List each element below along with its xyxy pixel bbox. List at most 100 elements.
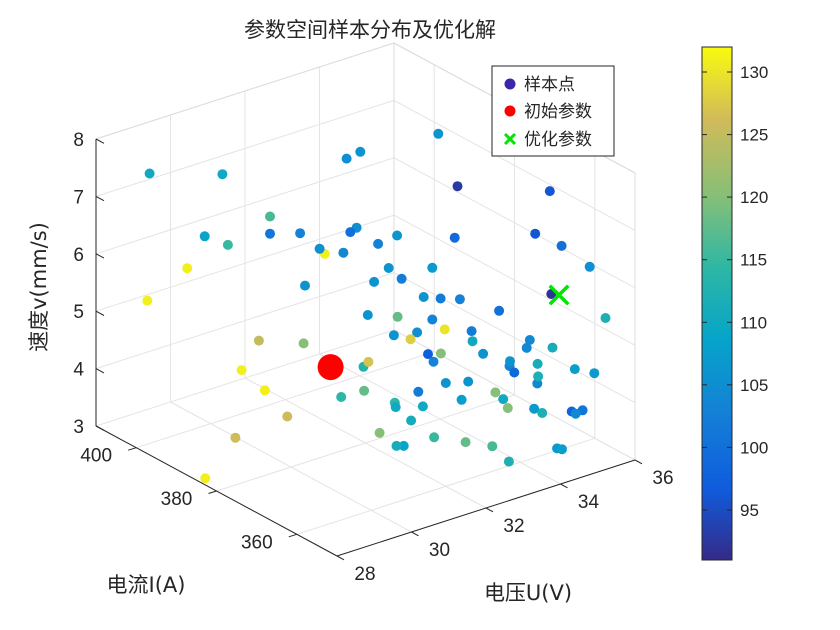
x-tick-mark xyxy=(336,555,345,561)
sample-point xyxy=(200,473,211,484)
sample-point xyxy=(547,342,558,353)
sample-point xyxy=(222,239,233,250)
sample-point xyxy=(236,365,247,376)
sample-point xyxy=(435,293,446,304)
legend-initial-label: 初始参数 xyxy=(524,102,592,122)
z-tick-label: 4 xyxy=(73,360,84,381)
sample-point xyxy=(282,411,293,422)
sample-point xyxy=(589,368,600,379)
sample-point xyxy=(182,263,193,274)
grid-line xyxy=(393,214,636,346)
sample-point xyxy=(383,263,394,273)
colorbar-tick-label: 105 xyxy=(740,376,768,395)
sample-point xyxy=(544,186,555,197)
sample-point xyxy=(388,330,399,341)
grid-line xyxy=(136,351,435,449)
sample-point xyxy=(537,408,548,418)
z-tick-mark xyxy=(95,368,105,374)
chart-title: 参数空间样本分布及优化解 xyxy=(244,18,496,42)
sample-point xyxy=(427,262,438,273)
sample-point xyxy=(454,294,465,305)
z-tick-mark xyxy=(95,195,105,202)
x-tick-label: 36 xyxy=(652,468,673,489)
optimal-point xyxy=(548,284,570,306)
sample-point xyxy=(230,432,241,443)
sample-point xyxy=(355,146,366,157)
sample-point xyxy=(369,276,380,287)
z-tick-label: 7 xyxy=(73,187,84,208)
x-axis-label: 电压U(V) xyxy=(484,581,572,605)
sample-point xyxy=(392,311,403,322)
sample-point xyxy=(490,387,501,398)
z-tick-mark xyxy=(95,253,105,259)
sample-point xyxy=(569,364,580,375)
sample-point xyxy=(363,356,374,367)
sample-point xyxy=(478,348,489,359)
colorbar-tick-label: 115 xyxy=(740,251,767,270)
sample-point xyxy=(265,211,275,222)
y-tick-mark xyxy=(288,533,297,538)
colorbar-tick-label: 130 xyxy=(740,63,768,82)
grid-line xyxy=(95,214,395,312)
grid-line xyxy=(296,437,595,535)
initial-point xyxy=(317,354,344,381)
y-tick-label: 380 xyxy=(161,489,193,510)
sample-point xyxy=(417,401,428,412)
sample-point xyxy=(460,437,471,448)
grid-edge xyxy=(95,42,395,140)
sample-point xyxy=(338,247,349,258)
sample-point xyxy=(144,168,155,179)
data-points xyxy=(142,128,611,484)
z-tick-mark xyxy=(95,425,105,431)
sample-point xyxy=(362,310,373,320)
sample-point xyxy=(259,385,270,396)
sample-point xyxy=(341,153,352,164)
grid-line xyxy=(393,157,636,289)
x-tick-mark xyxy=(411,531,419,537)
sample-point xyxy=(530,228,541,239)
grid-line xyxy=(95,272,395,370)
sample-point xyxy=(429,432,440,443)
sample-point xyxy=(396,273,407,284)
colorbar-tick-label: 100 xyxy=(740,438,768,457)
grid-line xyxy=(216,394,515,492)
sample-point xyxy=(142,295,153,306)
sample-point xyxy=(433,128,444,139)
sample-point xyxy=(392,230,403,241)
x-tick-mark xyxy=(634,459,643,465)
grid-line xyxy=(393,99,636,231)
z-tick-label: 6 xyxy=(73,245,84,266)
y-tick-label: 360 xyxy=(241,532,273,553)
sample-point xyxy=(298,338,309,349)
sample-point xyxy=(440,378,451,388)
sample-point xyxy=(435,348,446,359)
sample-point xyxy=(529,403,540,414)
sample-point xyxy=(532,358,543,369)
z-tick-mark xyxy=(95,138,105,144)
grid-line xyxy=(95,157,395,255)
sample-point xyxy=(265,228,275,239)
sample-point xyxy=(502,403,513,413)
sample-point xyxy=(570,408,581,419)
legend-sample-marker xyxy=(504,78,516,90)
y-tick-mark xyxy=(208,490,217,494)
sample-point xyxy=(439,324,450,335)
sample-point xyxy=(406,415,417,426)
sample-point xyxy=(524,335,535,345)
x-tick-label: 30 xyxy=(429,540,450,561)
sample-point xyxy=(521,342,532,353)
sample-point xyxy=(487,441,498,452)
sample-point xyxy=(336,392,347,402)
sample-point xyxy=(505,356,515,367)
z-tick-label: 8 xyxy=(73,130,84,151)
sample-point xyxy=(556,240,567,251)
colorbar: 95 100 105 110 115 120 125 130 xyxy=(701,46,768,561)
sample-point xyxy=(413,386,424,397)
sample-point xyxy=(398,440,409,451)
z-tick-mark xyxy=(95,310,105,316)
grid-line xyxy=(95,329,395,427)
z-tick-label: 5 xyxy=(73,302,84,323)
legend-sample-label: 样本点 xyxy=(524,75,575,95)
sample-point xyxy=(533,371,544,382)
